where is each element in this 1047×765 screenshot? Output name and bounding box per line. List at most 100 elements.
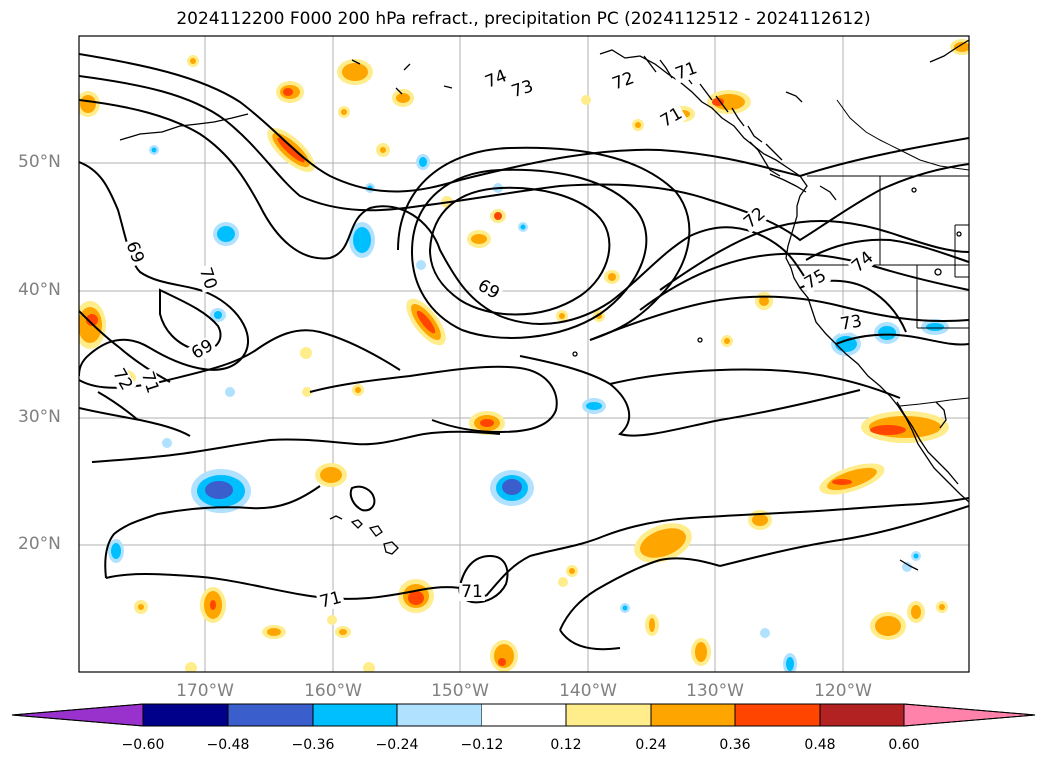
colorbar-segment <box>142 703 229 727</box>
positive-anomaly-blob <box>691 638 711 666</box>
positive-anomaly-blob <box>755 292 773 310</box>
colorbar-segment <box>650 703 736 727</box>
positive-anomaly-blob <box>398 579 434 613</box>
positive-anomaly-blob <box>200 587 226 623</box>
colorbar-tick-label: −0.48 <box>206 737 250 753</box>
contour-label-halo <box>195 263 221 294</box>
contour-label-halo <box>847 247 879 278</box>
contour-label: 71 <box>461 582 483 602</box>
contour-label: 73 <box>839 311 864 334</box>
contour-label: 75 <box>801 266 830 294</box>
negative-anomaly-blob <box>490 470 534 506</box>
positive-anomaly-blob <box>707 90 751 114</box>
positive-anomaly-blob <box>950 39 969 55</box>
colorbar-tick-label: −0.60 <box>121 737 165 753</box>
colorbar-tick-label: 0.36 <box>719 737 751 753</box>
contour-label-halo <box>739 203 771 234</box>
contour-label-halo <box>671 58 702 85</box>
contour-label-halo <box>108 363 137 396</box>
lon-label: 140°W <box>559 681 617 701</box>
positive-anomaly-blob <box>469 411 505 435</box>
negative-anomaly-blob <box>210 308 226 322</box>
contour-label: 72 <box>740 204 769 233</box>
negative-anomaly-blob <box>108 539 124 563</box>
map-title: 2024112200 F000 200 hPa refract., precip… <box>176 9 871 29</box>
negative-anomaly-blob <box>349 222 375 258</box>
positive-anomaly-blob <box>467 230 491 248</box>
political-borders <box>790 99 969 407</box>
positive-anomaly-blob <box>645 614 659 636</box>
colorbar-tick-label: −0.24 <box>375 737 419 753</box>
precipitation-shading <box>79 39 969 672</box>
colorbar-outline <box>11 703 1036 727</box>
contour-label: 69 <box>188 336 217 364</box>
lat-label: 30°N <box>18 407 61 427</box>
small-negative-dots <box>149 145 921 638</box>
contour-label-halo <box>608 68 639 95</box>
islands <box>329 187 962 555</box>
contour-label: 72 <box>108 365 136 394</box>
contour-label-halo <box>480 66 512 93</box>
colorbar-segment <box>734 703 821 727</box>
positive-anomaly-blob <box>392 89 414 107</box>
colorbar-segment <box>819 703 905 727</box>
lon-label: 120°W <box>814 681 872 701</box>
positive-anomaly-blob <box>276 81 304 103</box>
negative-anomaly-blob <box>191 469 251 513</box>
contour-label-halo <box>186 335 219 364</box>
colorbar-segment <box>396 703 483 727</box>
contour-label-halo <box>507 76 538 102</box>
positive-anomaly-blob <box>870 612 906 640</box>
positive-anomaly-blob <box>315 463 347 487</box>
positive-anomaly-blob <box>819 463 885 495</box>
lon-label: 160°W <box>304 681 362 701</box>
positive-anomaly-blob <box>337 59 373 85</box>
positive-anomaly-blob <box>406 298 446 346</box>
lon-label: 150°W <box>431 681 489 701</box>
positive-anomaly-blob <box>267 128 315 172</box>
positive-anomaly-blob <box>634 523 692 563</box>
lat-label: 40°N <box>18 280 61 300</box>
colorbar-extend-low <box>11 703 144 727</box>
contour-label-halo <box>472 275 505 304</box>
contour-label-halo <box>315 588 346 613</box>
positive-anomaly-blob <box>490 209 506 223</box>
contour-label-halo <box>121 237 148 268</box>
contour-label-halo <box>655 103 688 132</box>
positive-anomaly-blob <box>604 270 620 284</box>
contour-label-halo <box>137 367 163 398</box>
colorbar-tick-label: 0.48 <box>804 737 836 753</box>
colorbar-tick-label: −0.12 <box>460 737 504 753</box>
contour-label-halo <box>459 583 485 601</box>
negative-anomaly-blob <box>582 398 606 414</box>
colorbar-segment <box>312 703 398 727</box>
lon-label: 170°W <box>176 681 234 701</box>
contour-label-halo <box>799 265 832 294</box>
contour-label: 69 <box>474 276 503 304</box>
map-frame <box>78 35 970 673</box>
contour-label: 74 <box>848 248 877 277</box>
positive-anomaly-blob <box>335 626 351 638</box>
lat-label: 50°N <box>18 152 61 172</box>
negative-anomaly-blob <box>874 322 900 344</box>
positive-anomaly-blob <box>907 601 925 623</box>
positive-anomaly-blob <box>262 625 286 639</box>
positive-anomaly-blob <box>861 411 949 443</box>
positive-anomaly-blob <box>134 600 148 614</box>
small-positive-cores <box>190 58 945 610</box>
negative-anomaly-blob <box>921 319 949 335</box>
colorbar-tick-label: 0.12 <box>550 737 582 753</box>
colorbar-segment <box>482 704 566 726</box>
colorbar <box>11 703 1036 727</box>
colorbar-extend-high <box>903 703 1036 727</box>
lat-label: 20°N <box>18 534 61 554</box>
positive-anomaly-blob <box>490 640 518 672</box>
colorbar-tick-label: 0.60 <box>888 737 920 753</box>
colorbar-tick-label: 0.24 <box>635 737 667 753</box>
negative-anomaly-blob <box>416 154 430 170</box>
positive-anomaly-blob <box>79 91 100 117</box>
negative-anomaly-blob <box>783 653 797 672</box>
lon-label: 130°W <box>686 681 744 701</box>
contour-label-halo <box>836 311 866 335</box>
colorbar-tick-label: −0.36 <box>291 737 335 753</box>
